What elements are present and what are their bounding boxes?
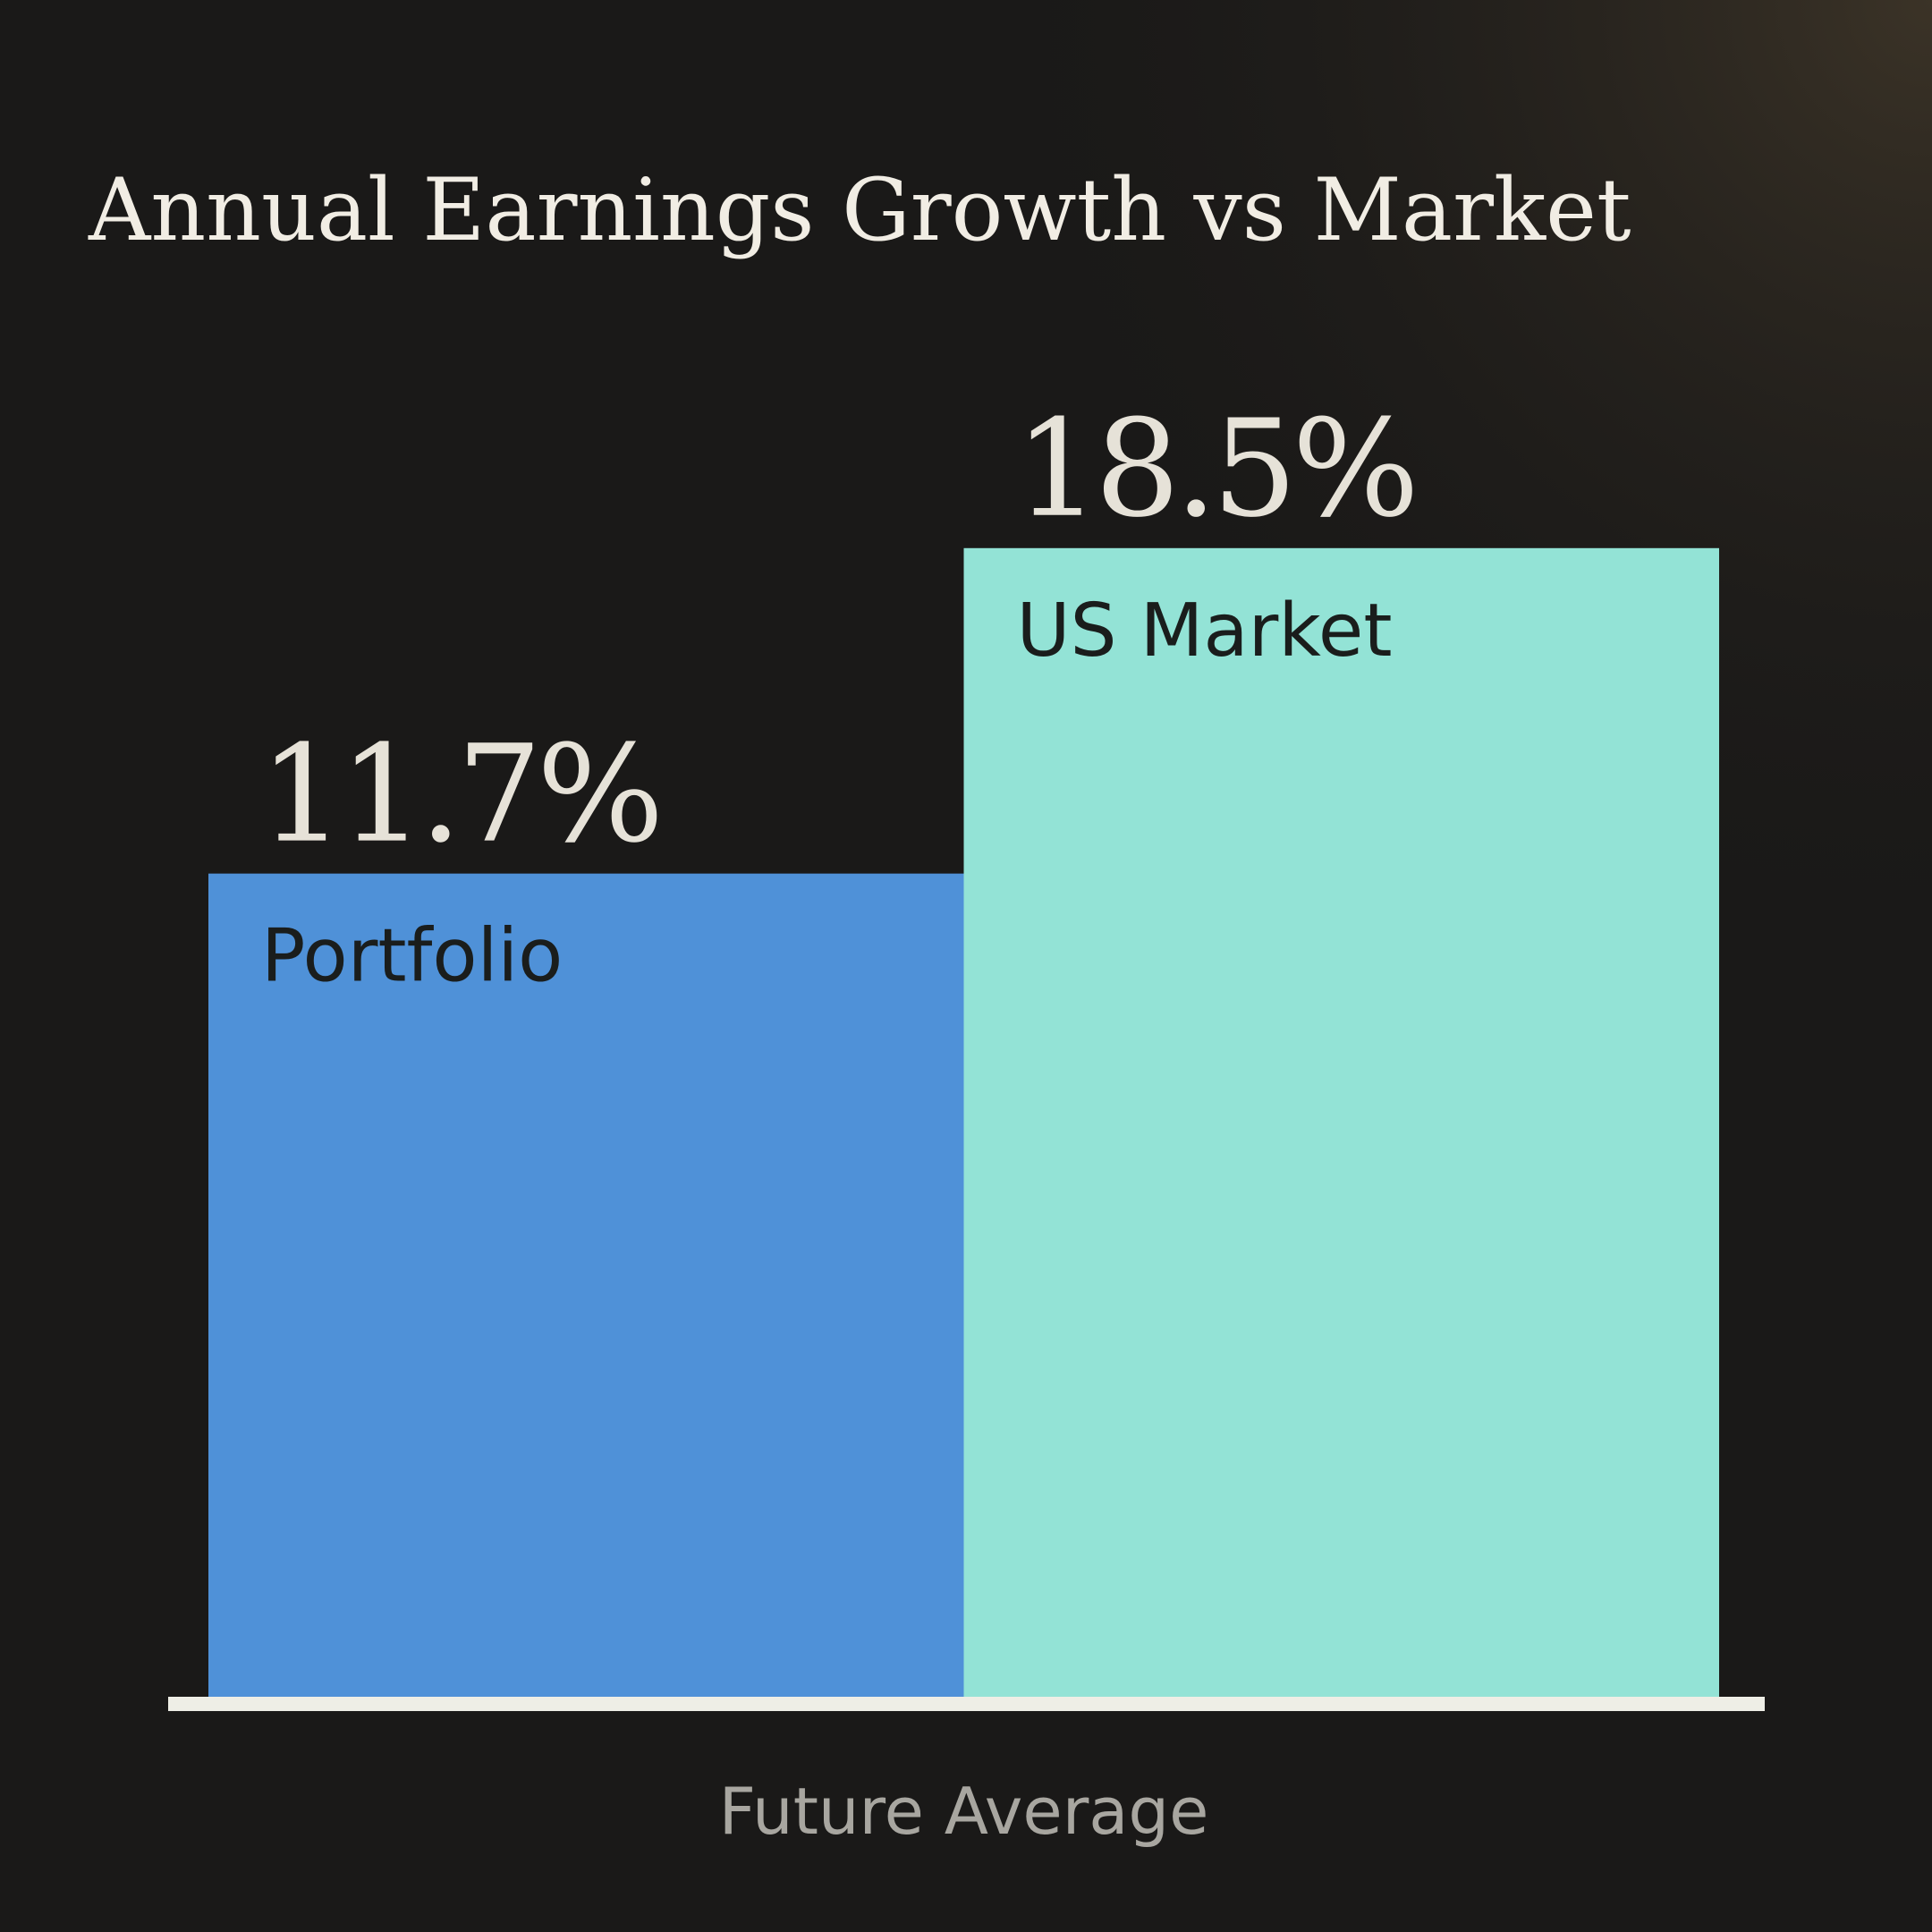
value-label: 18.5% (1015, 392, 1415, 547)
x-tick-label: Future Average (719, 1774, 1209, 1849)
series-label: US Market (1017, 589, 1393, 674)
chart-title: Annual Earnings Growth vs Market (88, 160, 1631, 260)
series-label: Portfolio (261, 914, 563, 999)
plot: 11.7% Portfolio 18.5% US Market Future Avera… (168, 392, 1765, 1849)
bar (963, 547, 1719, 1698)
baseline (168, 1697, 1765, 1711)
value-label: 11.7% (259, 717, 659, 873)
bar (208, 873, 964, 1697)
